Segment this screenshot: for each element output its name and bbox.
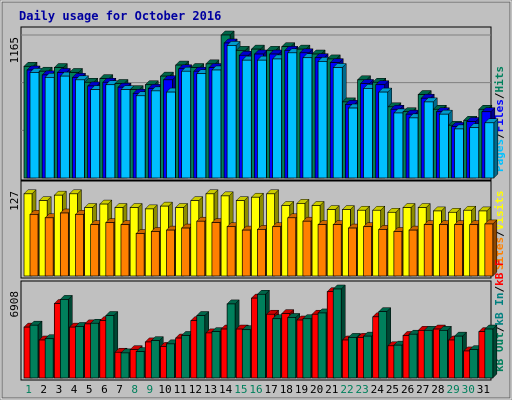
x-tick-label: 16	[249, 383, 262, 396]
x-tick-label: 30	[462, 383, 475, 396]
x-tick-label: 25	[386, 383, 399, 396]
x-tick-label: 20	[310, 383, 323, 396]
x-tick-label: 1	[25, 383, 32, 396]
x-tick-label: 3	[56, 383, 63, 396]
x-tick-label: 10	[158, 383, 171, 396]
y-max-label: 1165	[8, 37, 21, 64]
x-tick-label: 26	[401, 383, 414, 396]
legend-entry: /	[493, 132, 506, 139]
x-tick-label: 28	[431, 383, 444, 396]
chart-title: Daily usage for October 2016	[19, 9, 221, 23]
x-tick-label: 9	[147, 383, 154, 396]
legend-entry: /	[493, 286, 506, 293]
x-tick-label: 8	[131, 383, 138, 396]
legend-entry: /	[493, 92, 506, 99]
x-tick-label: 7	[116, 383, 123, 396]
x-tick-label: 23	[356, 383, 369, 396]
x-tick-label: 31	[477, 383, 490, 396]
x-tick-label: 12	[189, 383, 202, 396]
legend-entry: /	[493, 325, 506, 332]
x-tick-label: 4	[71, 383, 78, 396]
x-tick-label: 11	[174, 383, 187, 396]
x-tick-label: 13	[204, 383, 217, 396]
legend-entry: /	[493, 230, 506, 237]
legend-entry: kB F	[493, 259, 506, 286]
bar-kb-out-day-31	[484, 324, 498, 379]
legend-entry: kB In	[493, 293, 506, 326]
x-tick-label: 17	[265, 383, 278, 396]
x-tick-label: 27	[416, 383, 429, 396]
x-tick-label: 18	[280, 383, 293, 396]
bar-sites-day-31	[484, 219, 498, 277]
legend-entry: Hits	[493, 66, 506, 93]
x-tick-label: 21	[325, 383, 338, 396]
x-tick-label: 14	[219, 383, 233, 396]
x-tick-label: 29	[446, 383, 459, 396]
x-tick-label: 15	[234, 383, 247, 396]
x-tick-label: 2	[40, 383, 47, 396]
x-tick-label: 22	[340, 383, 353, 396]
x-tick-label: 6	[101, 383, 108, 396]
x-tick-label: 24	[371, 383, 385, 396]
y-max-label: 6908	[8, 291, 21, 318]
bar-pages-day-31	[484, 118, 499, 179]
x-tick-label: 5	[86, 383, 93, 396]
y-max-label: 127	[8, 191, 21, 211]
x-tick-label: 19	[295, 383, 308, 396]
